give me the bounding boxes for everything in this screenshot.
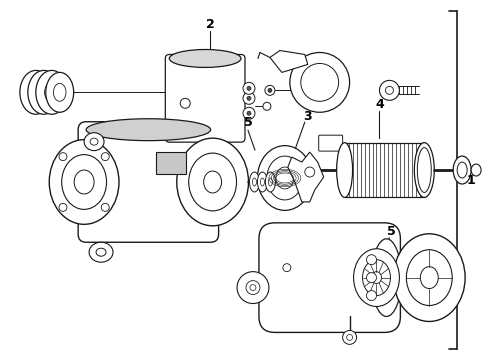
Text: 3: 3 bbox=[303, 110, 312, 123]
Ellipse shape bbox=[301, 63, 339, 101]
Circle shape bbox=[346, 334, 353, 340]
Ellipse shape bbox=[62, 154, 106, 210]
Ellipse shape bbox=[417, 148, 431, 193]
Ellipse shape bbox=[37, 82, 51, 102]
Circle shape bbox=[247, 86, 251, 90]
Ellipse shape bbox=[89, 242, 113, 262]
Ellipse shape bbox=[393, 234, 465, 321]
Circle shape bbox=[243, 107, 255, 119]
Ellipse shape bbox=[267, 156, 303, 200]
Ellipse shape bbox=[90, 138, 98, 145]
Circle shape bbox=[243, 92, 255, 104]
Circle shape bbox=[367, 291, 376, 301]
Circle shape bbox=[247, 111, 251, 115]
Ellipse shape bbox=[86, 119, 211, 141]
Ellipse shape bbox=[36, 71, 68, 114]
Ellipse shape bbox=[266, 172, 275, 192]
Circle shape bbox=[101, 203, 109, 211]
Ellipse shape bbox=[45, 82, 59, 102]
Circle shape bbox=[59, 153, 67, 161]
Ellipse shape bbox=[261, 178, 265, 186]
Ellipse shape bbox=[415, 143, 434, 197]
Ellipse shape bbox=[20, 71, 52, 114]
Text: 4: 4 bbox=[375, 98, 384, 111]
Ellipse shape bbox=[406, 250, 452, 306]
Circle shape bbox=[265, 85, 275, 95]
Ellipse shape bbox=[96, 248, 106, 256]
Text: 5: 5 bbox=[387, 225, 396, 238]
Ellipse shape bbox=[269, 178, 272, 186]
Circle shape bbox=[283, 264, 291, 272]
Circle shape bbox=[237, 272, 269, 303]
Ellipse shape bbox=[28, 82, 43, 102]
Ellipse shape bbox=[337, 143, 353, 197]
Ellipse shape bbox=[252, 178, 256, 186]
Ellipse shape bbox=[84, 133, 104, 150]
Ellipse shape bbox=[276, 167, 294, 189]
FancyBboxPatch shape bbox=[165, 54, 245, 142]
Circle shape bbox=[379, 80, 399, 100]
Ellipse shape bbox=[204, 171, 221, 193]
Ellipse shape bbox=[74, 170, 94, 194]
Bar bbox=[344, 143, 424, 197]
FancyBboxPatch shape bbox=[318, 135, 343, 151]
Circle shape bbox=[367, 273, 376, 283]
Ellipse shape bbox=[457, 162, 467, 178]
Circle shape bbox=[305, 167, 315, 177]
Ellipse shape bbox=[471, 164, 481, 176]
Circle shape bbox=[268, 88, 272, 92]
Circle shape bbox=[180, 98, 190, 108]
Circle shape bbox=[386, 86, 393, 94]
Ellipse shape bbox=[363, 260, 391, 296]
Polygon shape bbox=[270, 50, 308, 72]
Circle shape bbox=[250, 285, 256, 291]
Text: 1: 1 bbox=[467, 174, 475, 186]
Ellipse shape bbox=[28, 71, 60, 114]
Circle shape bbox=[246, 280, 260, 294]
Circle shape bbox=[59, 203, 67, 211]
Ellipse shape bbox=[354, 249, 399, 306]
Ellipse shape bbox=[53, 84, 66, 101]
Ellipse shape bbox=[189, 153, 237, 211]
Ellipse shape bbox=[257, 146, 312, 210]
Circle shape bbox=[343, 330, 357, 345]
Circle shape bbox=[243, 82, 255, 94]
Bar bbox=[156, 152, 186, 174]
FancyBboxPatch shape bbox=[78, 122, 219, 242]
Circle shape bbox=[247, 96, 251, 100]
Polygon shape bbox=[288, 152, 324, 202]
Ellipse shape bbox=[420, 267, 438, 289]
Ellipse shape bbox=[46, 72, 74, 112]
Circle shape bbox=[263, 102, 271, 110]
Ellipse shape bbox=[49, 140, 119, 224]
Ellipse shape bbox=[257, 172, 268, 192]
Ellipse shape bbox=[249, 172, 259, 192]
Circle shape bbox=[367, 255, 376, 265]
FancyBboxPatch shape bbox=[259, 223, 400, 332]
Ellipse shape bbox=[453, 156, 471, 184]
Ellipse shape bbox=[169, 50, 241, 67]
Ellipse shape bbox=[177, 138, 248, 226]
Text: 5: 5 bbox=[244, 116, 252, 129]
Ellipse shape bbox=[371, 239, 401, 316]
Circle shape bbox=[101, 153, 109, 161]
Ellipse shape bbox=[371, 272, 382, 284]
Text: 2: 2 bbox=[206, 18, 215, 31]
Ellipse shape bbox=[290, 53, 349, 112]
